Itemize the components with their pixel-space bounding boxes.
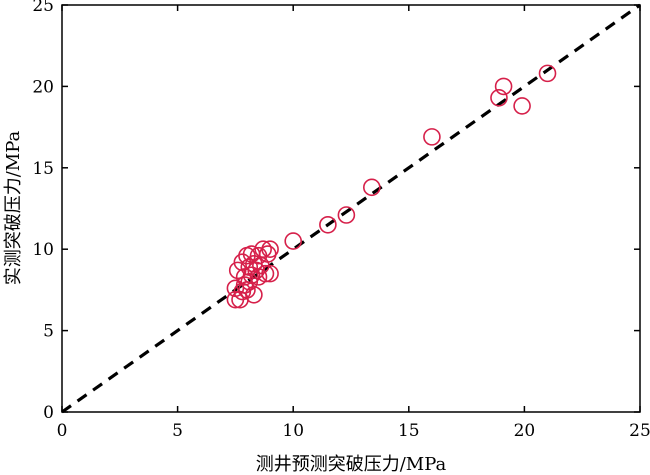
plot-frame	[61, 4, 641, 413]
y-axis-title: 实测突破压力/MPa	[3, 130, 24, 285]
x-tick-label: 10	[282, 421, 304, 441]
data-point	[337, 206, 356, 224]
data-point	[538, 64, 557, 83]
ticks: 0 5 10 15 20 25 0 5 10 15 20 25	[32, 0, 650, 441]
data-point	[261, 264, 279, 283]
data-point	[256, 264, 275, 283]
data-point	[247, 261, 266, 280]
data-point	[235, 276, 254, 294]
data-point	[363, 178, 381, 197]
y-tick-label: 5	[43, 322, 54, 342]
reference-line	[61, 3, 641, 414]
data-point	[513, 97, 531, 115]
data-point	[423, 128, 441, 146]
x-tick-label: 20	[514, 421, 536, 441]
y-tick-label: 15	[32, 159, 54, 179]
x-tick-label: 25	[629, 421, 650, 441]
y-tick-label: 0	[43, 403, 54, 423]
x-tick-label: 15	[398, 421, 420, 441]
y-tick-label: 25	[32, 0, 54, 16]
x-tick-label: 0	[57, 421, 68, 441]
data-point	[261, 240, 279, 258]
x-tick-label: 5	[172, 421, 183, 441]
x-axis-title: 测井预测突破压力/MPa	[256, 454, 447, 475]
data-point	[245, 285, 263, 304]
data-point	[242, 266, 261, 285]
data-point	[254, 240, 272, 258]
y-tick-label: 20	[32, 77, 54, 97]
data-points	[226, 64, 557, 309]
y-tick-label: 10	[32, 240, 54, 260]
data-point	[319, 215, 337, 234]
data-point	[284, 232, 303, 250]
data-point	[494, 77, 513, 96]
data-point	[490, 88, 508, 107]
